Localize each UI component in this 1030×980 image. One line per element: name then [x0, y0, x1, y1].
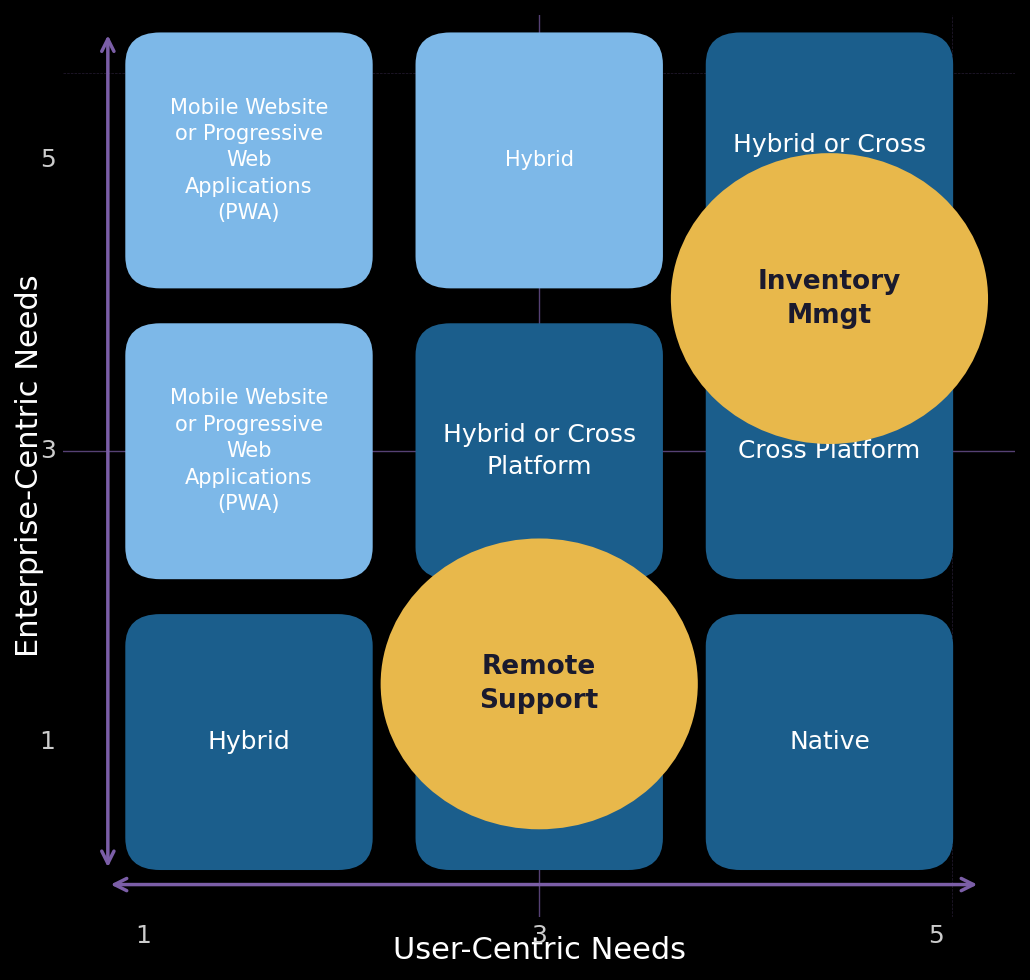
Text: 1: 1 — [135, 924, 150, 948]
Text: Mobile Website
or Progressive
Web
Applications
(PWA): Mobile Website or Progressive Web Applic… — [170, 388, 329, 514]
FancyBboxPatch shape — [126, 32, 373, 288]
Text: Inventory
Mmgt: Inventory Mmgt — [758, 269, 901, 328]
Text: Cross Platform: Cross Platform — [739, 439, 921, 464]
FancyBboxPatch shape — [706, 32, 953, 288]
Text: 3: 3 — [39, 439, 56, 464]
Text: Hybrid: Hybrid — [505, 150, 574, 171]
Text: 3: 3 — [531, 924, 547, 948]
Text: Hybrid: Hybrid — [208, 730, 290, 754]
FancyBboxPatch shape — [706, 614, 953, 870]
Text: 1: 1 — [39, 730, 56, 754]
Circle shape — [671, 153, 988, 444]
FancyBboxPatch shape — [415, 32, 663, 288]
X-axis label: User-Centric Needs: User-Centric Needs — [392, 936, 686, 965]
Text: Native: Native — [789, 730, 870, 754]
Text: Cross Platform: Cross Platform — [448, 730, 630, 754]
Circle shape — [381, 538, 697, 829]
FancyBboxPatch shape — [415, 323, 663, 579]
Text: Hybrid or Cross
Platform: Hybrid or Cross Platform — [733, 132, 926, 188]
FancyBboxPatch shape — [415, 614, 663, 870]
FancyBboxPatch shape — [126, 323, 373, 579]
FancyBboxPatch shape — [706, 323, 953, 579]
Text: 5: 5 — [40, 148, 56, 172]
Text: Remote
Support: Remote Support — [480, 654, 598, 713]
FancyBboxPatch shape — [126, 614, 373, 870]
Y-axis label: Enterprise-Centric Needs: Enterprise-Centric Needs — [15, 274, 44, 658]
Text: Hybrid or Cross
Platform: Hybrid or Cross Platform — [443, 423, 636, 479]
Text: 5: 5 — [928, 924, 943, 948]
Text: Mobile Website
or Progressive
Web
Applications
(PWA): Mobile Website or Progressive Web Applic… — [170, 98, 329, 223]
